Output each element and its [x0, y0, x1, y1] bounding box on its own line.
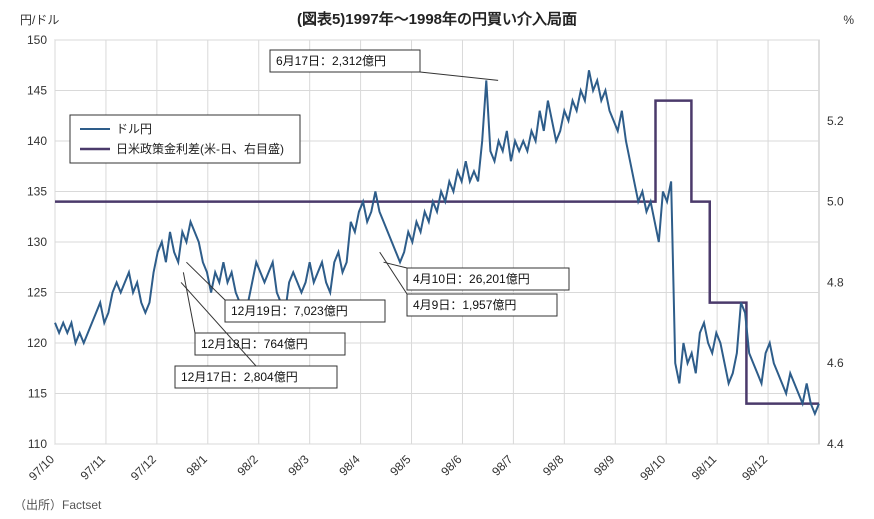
chart-title: (図表5)1997年～1998年の円買い介入局面 [297, 10, 577, 28]
y-left-tick: 115 [28, 387, 47, 401]
annotation-text: 6月17日：2,312億円 [276, 54, 386, 68]
chart-svg: 110 115 120 125 130 135 140 145 150 4.4 4.6 4.8 5.0 5… [0, 0, 874, 519]
y-right-tick: 5.2 [827, 114, 844, 128]
y-left-tick: 120 [27, 336, 47, 350]
annotation-text: 12月17日：2,804億円 [181, 370, 298, 384]
chart-container: 110 115 120 125 130 135 140 145 150 4.4 4.6 4.8 5.0 5… [0, 0, 874, 519]
y-right-label: % [843, 13, 854, 27]
y-left-label: 円/ドル [20, 13, 59, 27]
y-left-tick: 145 [27, 84, 47, 98]
y-left-tick: 125 [27, 286, 47, 300]
annotation-text: 4月9日：1,957億円 [413, 298, 516, 312]
y-left-tick: 150 [27, 33, 47, 47]
y-right-tick: 4.8 [827, 275, 844, 289]
y-left-tick: 140 [27, 134, 47, 148]
annotation-text: 12月19日：7,023億円 [231, 304, 348, 318]
y-left-tick: 110 [28, 437, 47, 451]
source-text: （出所）Factset [14, 498, 102, 512]
annotation-text: 12月18日：764億円 [201, 337, 308, 351]
legend-label-rate-diff: 日米政策金利差(米-日、右目盛) [116, 141, 284, 156]
y-right-tick: 4.6 [827, 356, 844, 370]
y-right-tick: 4.4 [827, 437, 844, 451]
y-right-tick: 5.0 [827, 195, 844, 209]
annotation-text: 4月10日：26,201億円 [413, 272, 530, 286]
y-left-tick: 135 [27, 185, 47, 199]
legend-label-usd-jpy: ドル円 [116, 122, 152, 136]
y-left-tick: 130 [27, 235, 47, 249]
